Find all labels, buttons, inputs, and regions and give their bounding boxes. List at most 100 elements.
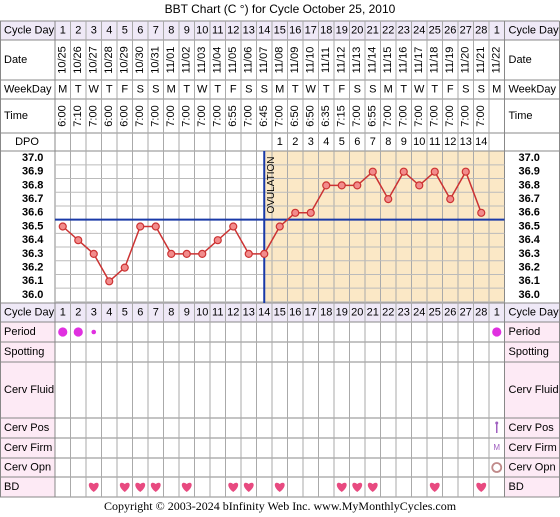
row-label: Spotting: [4, 346, 44, 358]
label-cell: [504, 322, 560, 342]
time: 7:00: [413, 105, 425, 126]
cycle-day: 22: [382, 24, 394, 36]
y-tick-label: 36.8: [22, 179, 43, 191]
y-tick-label: 37.0: [22, 152, 43, 164]
label-cell: [504, 418, 560, 438]
temp-point: [306, 208, 315, 217]
row-label: WeekDay: [509, 83, 557, 95]
y-tick-label: 36.1: [519, 275, 540, 287]
cycle-day: 16: [289, 24, 301, 36]
dpo: 11: [429, 136, 440, 148]
row-label: Cerv Fluid: [509, 384, 559, 396]
cycle-day: 14: [258, 24, 270, 36]
row-label: Cerv Opn: [4, 461, 51, 473]
cerv-opn: [491, 462, 503, 473]
time: 6:00: [57, 105, 69, 126]
bd-heart: [274, 482, 285, 492]
footer: Copyright © 2003-2024 bInfinity Web Inc.…: [104, 499, 457, 513]
row-bg: [0, 303, 560, 322]
cycle-day: 5: [122, 306, 128, 318]
dpo: 12: [444, 136, 456, 148]
weekday: M: [167, 83, 176, 95]
cycle-day: 25: [429, 306, 441, 318]
weekday: S: [462, 83, 469, 95]
label-cell: [504, 438, 560, 458]
label-cell: [0, 438, 55, 458]
weekday: F: [230, 83, 237, 95]
date: 11/13: [351, 47, 363, 74]
temp-point: [58, 222, 67, 231]
weekday: F: [447, 83, 454, 95]
date: 10/25: [57, 46, 69, 74]
temp-point: [182, 249, 191, 258]
temp-point: [415, 181, 424, 190]
bd-heart: [88, 482, 99, 492]
cycle-day: 17: [305, 24, 317, 36]
time: 7:10: [72, 105, 84, 126]
cycle-day: 2: [75, 24, 81, 36]
dpo: 5: [339, 136, 345, 148]
cycle-day: 27: [460, 306, 472, 318]
dpo: 9: [401, 136, 407, 148]
date: 11/09: [289, 47, 301, 74]
cycle-day: 4: [106, 24, 112, 36]
label-cell: [0, 342, 55, 362]
cycle-day: 18: [320, 306, 332, 318]
weekday: W: [414, 83, 425, 95]
date: 11/17: [413, 47, 425, 74]
y-tick-label: 36.5: [22, 220, 43, 232]
bd-heart: [476, 482, 487, 492]
cycle-day: 2: [75, 306, 81, 318]
y-tick-label: 36.2: [22, 262, 43, 274]
temp-point: [368, 167, 377, 176]
time: 7:00: [134, 105, 146, 126]
temp-point: [136, 222, 145, 231]
period-dot: [492, 327, 502, 337]
bd-heart: [119, 482, 130, 492]
date: 11/11: [320, 47, 332, 73]
weekday: F: [121, 83, 128, 95]
date: 11/02: [181, 47, 193, 74]
temp-point: [167, 249, 176, 258]
cycle-day: 25: [429, 24, 441, 36]
dpo: 1: [277, 136, 283, 148]
temp-point: [291, 208, 300, 217]
cycle-day: 10: [196, 24, 208, 36]
row-label: Cerv Firm: [4, 442, 52, 454]
time: 7:00: [444, 105, 456, 126]
cerv-pos-dot: [495, 421, 499, 425]
label-cell: [504, 342, 560, 362]
cerv-firm: M: [493, 443, 500, 452]
temp-point: [105, 277, 114, 286]
temp-point: [353, 181, 362, 190]
cycle-day: 10: [196, 306, 208, 318]
weekday: S: [354, 83, 361, 95]
row-label: Time: [509, 110, 533, 122]
date: 11/14: [367, 47, 379, 74]
y-tick-label: 36.6: [519, 207, 540, 219]
temp-point: [477, 208, 486, 217]
temp-point: [74, 236, 83, 245]
luteal-bg: [264, 151, 505, 303]
date: 11/12: [336, 47, 348, 74]
row-label: BD: [4, 481, 19, 493]
cycle-day: 12: [227, 306, 239, 318]
cycle-day: 9: [184, 24, 190, 36]
temp-point: [260, 249, 269, 258]
temp-point: [275, 222, 284, 231]
period-dot: [91, 329, 97, 335]
temp-point: [244, 249, 253, 258]
time: 6:00: [119, 105, 131, 126]
bd-heart: [429, 482, 440, 492]
label-cell: [504, 458, 560, 477]
y-tick-label: 36.7: [22, 193, 43, 205]
temp-point: [151, 222, 160, 231]
time: 7:00: [460, 105, 472, 126]
bd-heart: [367, 482, 378, 492]
cycle-day: 6: [137, 306, 143, 318]
cycle-day: 19: [336, 306, 348, 318]
row-label: Date: [509, 54, 532, 66]
y-tick-label: 36.9: [22, 166, 43, 178]
weekday: M: [58, 83, 67, 95]
